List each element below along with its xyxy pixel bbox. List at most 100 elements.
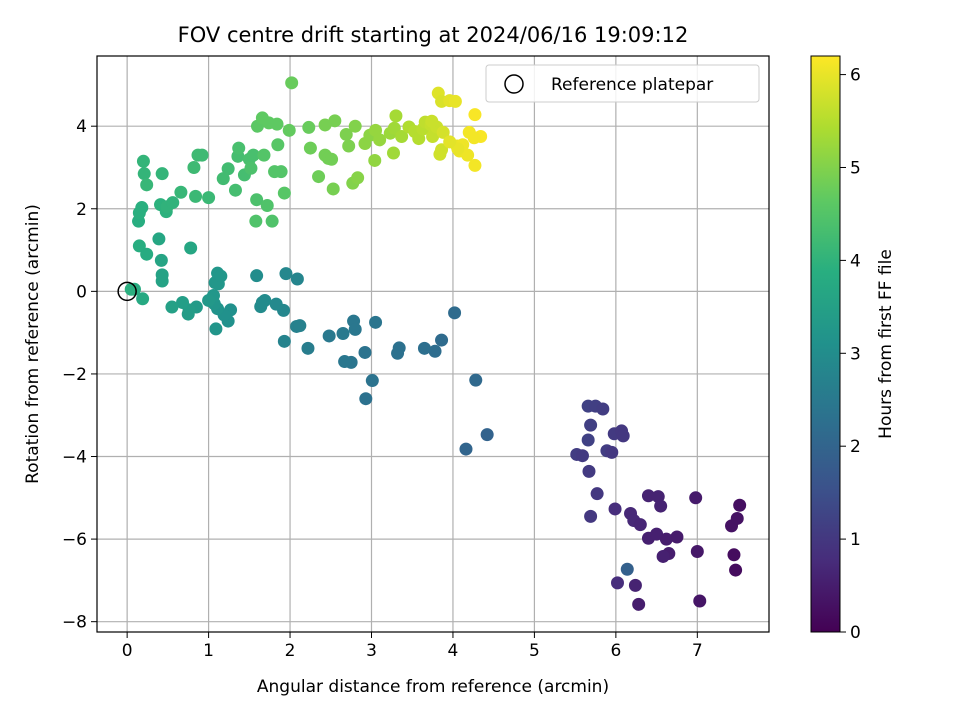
x-tick-label: 1 xyxy=(203,641,214,661)
data-point xyxy=(386,146,400,160)
data-point xyxy=(250,269,264,283)
data-point xyxy=(270,117,284,131)
data-point xyxy=(448,306,462,320)
data-point xyxy=(257,148,271,162)
data-point xyxy=(480,428,494,442)
data-point xyxy=(373,133,387,147)
data-point xyxy=(326,182,340,196)
data-point xyxy=(582,464,596,478)
colorbar-ticks: 0 1 2 3 4 5 6 xyxy=(840,66,861,643)
data-point xyxy=(581,433,595,447)
data-point xyxy=(641,489,655,503)
reference-platepar-marker xyxy=(117,281,137,302)
data-point xyxy=(137,167,151,181)
y-tick-label: −4 xyxy=(62,448,87,468)
data-point xyxy=(202,191,216,205)
data-point xyxy=(140,247,154,261)
data-point xyxy=(358,345,372,359)
data-point xyxy=(187,160,201,174)
data-point xyxy=(136,154,150,168)
data-point xyxy=(312,170,326,184)
data-point xyxy=(216,172,230,186)
data-point xyxy=(428,344,442,358)
data-point xyxy=(293,319,307,333)
data-point xyxy=(670,530,684,544)
data-point xyxy=(389,109,403,123)
y-tick-label: 0 xyxy=(76,282,87,302)
data-point xyxy=(277,334,291,348)
data-point xyxy=(135,201,149,215)
data-point xyxy=(650,527,664,541)
x-tick-label: 2 xyxy=(285,641,296,661)
y-tick-label: −6 xyxy=(62,530,87,550)
data-point xyxy=(184,241,198,255)
data-point xyxy=(155,167,169,181)
data-point xyxy=(303,141,317,155)
data-point xyxy=(136,292,150,306)
data-point xyxy=(730,511,744,525)
data-point xyxy=(155,268,169,282)
data-point xyxy=(176,296,190,310)
y-axis-label: Rotation from reference (arcmin) xyxy=(23,204,43,484)
data-point xyxy=(221,162,235,176)
data-point xyxy=(189,189,203,203)
colorbar-tick-label: 5 xyxy=(850,158,861,178)
legend-box xyxy=(485,64,760,103)
data-point xyxy=(328,114,342,128)
data-point xyxy=(271,138,285,152)
data-point xyxy=(249,214,263,228)
data-point xyxy=(232,141,246,155)
y-tick-label: −8 xyxy=(62,613,87,633)
data-point xyxy=(339,127,353,141)
data-point xyxy=(443,135,457,149)
data-point xyxy=(359,392,373,406)
data-point xyxy=(214,269,228,283)
data-point xyxy=(395,130,409,144)
data-point xyxy=(342,139,356,153)
plot-frame xyxy=(96,55,770,633)
data-point xyxy=(654,499,668,513)
data-point xyxy=(166,196,180,210)
data-point xyxy=(468,158,482,172)
data-point xyxy=(608,502,622,516)
data-point xyxy=(165,300,179,314)
data-point xyxy=(632,597,646,611)
data-point xyxy=(228,183,242,197)
data-point xyxy=(417,341,431,355)
data-point xyxy=(351,171,365,185)
data-point xyxy=(244,161,258,175)
chart-title: FOV centre drift starting at 2024/06/16 … xyxy=(178,23,689,47)
grid-lines xyxy=(97,56,769,632)
data-point xyxy=(246,148,260,162)
data-point xyxy=(733,498,747,512)
x-tick-label: 3 xyxy=(366,641,377,661)
data-point xyxy=(174,185,188,199)
data-point xyxy=(302,120,316,134)
data-point xyxy=(436,125,450,139)
data-point xyxy=(279,267,293,281)
colorbar-tick-label: 1 xyxy=(850,530,861,550)
colorbar-gradient xyxy=(810,55,841,633)
x-tick-label: 0 xyxy=(122,641,133,661)
data-point xyxy=(140,178,154,192)
data-point xyxy=(448,94,462,108)
data-point xyxy=(628,578,642,592)
data-point xyxy=(322,329,336,343)
data-point xyxy=(689,491,703,505)
data-point xyxy=(575,449,589,463)
data-point xyxy=(633,518,647,532)
x-tick-label: 5 xyxy=(529,641,540,661)
data-point xyxy=(467,131,481,145)
data-point xyxy=(365,374,379,388)
y-tick-label: −2 xyxy=(62,365,87,385)
colorbar-tick-label: 6 xyxy=(850,66,861,86)
x-tick-label: 7 xyxy=(692,641,703,661)
data-point xyxy=(202,293,216,307)
data-point xyxy=(590,487,604,501)
data-point xyxy=(659,532,673,546)
data-point xyxy=(461,148,475,162)
y-tick-label: 4 xyxy=(76,117,87,137)
y-axis-ticks: −8 −6 −4 −2 0 2 4 xyxy=(62,117,97,633)
data-point xyxy=(620,562,634,576)
colorbar: 0 1 2 3 4 5 6 Hours from first FF file xyxy=(810,55,896,643)
